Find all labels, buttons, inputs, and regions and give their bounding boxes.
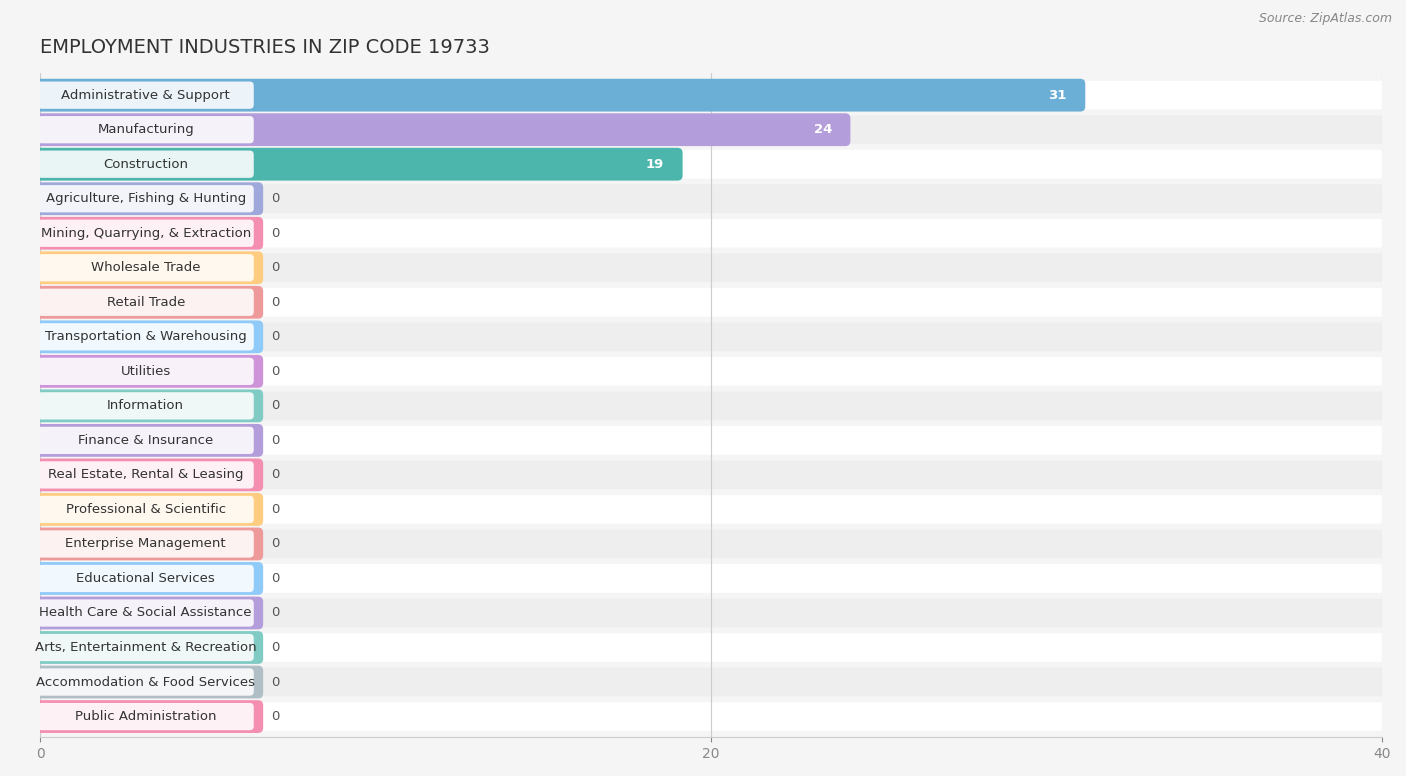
FancyBboxPatch shape bbox=[24, 633, 1399, 662]
FancyBboxPatch shape bbox=[38, 185, 253, 213]
FancyBboxPatch shape bbox=[24, 81, 1399, 109]
FancyBboxPatch shape bbox=[38, 599, 253, 627]
Text: 0: 0 bbox=[271, 434, 280, 447]
Text: Manufacturing: Manufacturing bbox=[97, 123, 194, 136]
FancyBboxPatch shape bbox=[38, 323, 253, 351]
FancyBboxPatch shape bbox=[35, 113, 851, 146]
Text: Accommodation & Food Services: Accommodation & Food Services bbox=[37, 676, 256, 688]
Text: 0: 0 bbox=[271, 262, 280, 274]
FancyBboxPatch shape bbox=[38, 530, 253, 558]
Text: Source: ZipAtlas.com: Source: ZipAtlas.com bbox=[1258, 12, 1392, 25]
Text: Construction: Construction bbox=[103, 158, 188, 171]
FancyBboxPatch shape bbox=[38, 392, 253, 420]
FancyBboxPatch shape bbox=[38, 81, 253, 109]
FancyBboxPatch shape bbox=[38, 427, 253, 454]
Text: Finance & Insurance: Finance & Insurance bbox=[79, 434, 214, 447]
Text: 0: 0 bbox=[271, 227, 280, 240]
Text: 0: 0 bbox=[271, 331, 280, 343]
FancyBboxPatch shape bbox=[38, 668, 253, 695]
Text: 0: 0 bbox=[271, 538, 280, 550]
Text: EMPLOYMENT INDUSTRIES IN ZIP CODE 19733: EMPLOYMENT INDUSTRIES IN ZIP CODE 19733 bbox=[39, 38, 489, 57]
Text: 31: 31 bbox=[1049, 88, 1067, 102]
Text: Information: Information bbox=[107, 400, 184, 412]
Text: 0: 0 bbox=[271, 710, 280, 723]
Text: Utilities: Utilities bbox=[121, 365, 172, 378]
Text: Real Estate, Rental & Leasing: Real Estate, Rental & Leasing bbox=[48, 469, 243, 481]
FancyBboxPatch shape bbox=[35, 251, 263, 284]
FancyBboxPatch shape bbox=[35, 217, 263, 250]
FancyBboxPatch shape bbox=[24, 116, 1399, 144]
Text: 0: 0 bbox=[271, 469, 280, 481]
FancyBboxPatch shape bbox=[35, 147, 682, 181]
FancyBboxPatch shape bbox=[35, 390, 263, 422]
Text: 24: 24 bbox=[814, 123, 832, 136]
FancyBboxPatch shape bbox=[24, 495, 1399, 524]
FancyBboxPatch shape bbox=[38, 634, 253, 661]
Text: Professional & Scientific: Professional & Scientific bbox=[66, 503, 226, 516]
Text: 0: 0 bbox=[271, 296, 280, 309]
Text: Mining, Quarrying, & Extraction: Mining, Quarrying, & Extraction bbox=[41, 227, 250, 240]
Text: Agriculture, Fishing & Hunting: Agriculture, Fishing & Hunting bbox=[45, 192, 246, 205]
FancyBboxPatch shape bbox=[24, 288, 1399, 317]
FancyBboxPatch shape bbox=[24, 357, 1399, 386]
FancyBboxPatch shape bbox=[24, 392, 1399, 420]
FancyBboxPatch shape bbox=[24, 530, 1399, 558]
FancyBboxPatch shape bbox=[35, 597, 263, 629]
Text: 0: 0 bbox=[271, 192, 280, 205]
FancyBboxPatch shape bbox=[24, 598, 1399, 627]
FancyBboxPatch shape bbox=[24, 323, 1399, 352]
FancyBboxPatch shape bbox=[35, 562, 263, 595]
Text: Enterprise Management: Enterprise Management bbox=[66, 538, 226, 550]
FancyBboxPatch shape bbox=[35, 493, 263, 526]
FancyBboxPatch shape bbox=[24, 426, 1399, 455]
FancyBboxPatch shape bbox=[35, 459, 263, 491]
FancyBboxPatch shape bbox=[24, 185, 1399, 213]
Text: 0: 0 bbox=[271, 572, 280, 585]
Text: Wholesale Trade: Wholesale Trade bbox=[91, 262, 201, 274]
FancyBboxPatch shape bbox=[38, 703, 253, 730]
FancyBboxPatch shape bbox=[35, 700, 263, 733]
FancyBboxPatch shape bbox=[38, 220, 253, 247]
FancyBboxPatch shape bbox=[24, 150, 1399, 178]
FancyBboxPatch shape bbox=[38, 151, 253, 178]
FancyBboxPatch shape bbox=[24, 461, 1399, 489]
Text: Retail Trade: Retail Trade bbox=[107, 296, 186, 309]
Text: 0: 0 bbox=[271, 365, 280, 378]
Text: 0: 0 bbox=[271, 607, 280, 619]
FancyBboxPatch shape bbox=[35, 355, 263, 388]
Text: Arts, Entertainment & Recreation: Arts, Entertainment & Recreation bbox=[35, 641, 256, 654]
FancyBboxPatch shape bbox=[35, 320, 263, 353]
Text: Health Care & Social Assistance: Health Care & Social Assistance bbox=[39, 607, 252, 619]
Text: 0: 0 bbox=[271, 400, 280, 412]
FancyBboxPatch shape bbox=[38, 358, 253, 385]
Text: Administrative & Support: Administrative & Support bbox=[62, 88, 231, 102]
FancyBboxPatch shape bbox=[35, 182, 263, 215]
Text: Transportation & Warehousing: Transportation & Warehousing bbox=[45, 331, 246, 343]
FancyBboxPatch shape bbox=[38, 289, 253, 316]
Text: 0: 0 bbox=[271, 641, 280, 654]
FancyBboxPatch shape bbox=[35, 631, 263, 664]
Text: 0: 0 bbox=[271, 503, 280, 516]
FancyBboxPatch shape bbox=[35, 528, 263, 560]
FancyBboxPatch shape bbox=[24, 254, 1399, 282]
FancyBboxPatch shape bbox=[38, 254, 253, 282]
FancyBboxPatch shape bbox=[35, 79, 1085, 112]
FancyBboxPatch shape bbox=[38, 461, 253, 489]
FancyBboxPatch shape bbox=[35, 286, 263, 319]
FancyBboxPatch shape bbox=[38, 116, 253, 144]
Text: Educational Services: Educational Services bbox=[76, 572, 215, 585]
Text: 19: 19 bbox=[645, 158, 664, 171]
FancyBboxPatch shape bbox=[24, 219, 1399, 248]
FancyBboxPatch shape bbox=[24, 702, 1399, 731]
FancyBboxPatch shape bbox=[35, 666, 263, 698]
FancyBboxPatch shape bbox=[24, 667, 1399, 696]
FancyBboxPatch shape bbox=[38, 565, 253, 592]
FancyBboxPatch shape bbox=[24, 564, 1399, 593]
Text: 0: 0 bbox=[271, 676, 280, 688]
Text: Public Administration: Public Administration bbox=[75, 710, 217, 723]
FancyBboxPatch shape bbox=[35, 424, 263, 457]
FancyBboxPatch shape bbox=[38, 496, 253, 523]
